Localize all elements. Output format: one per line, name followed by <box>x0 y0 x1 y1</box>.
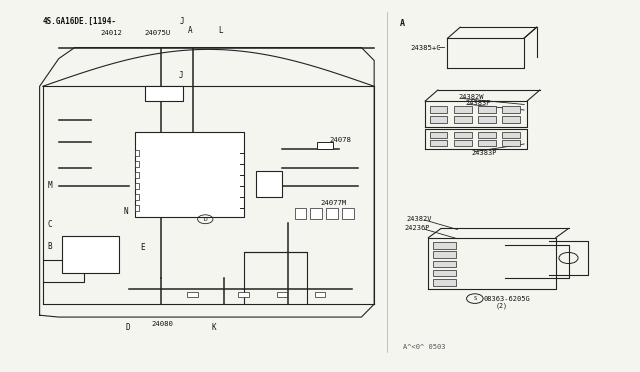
Text: 24383P: 24383P <box>465 100 491 106</box>
Text: 24382W: 24382W <box>459 94 484 100</box>
FancyBboxPatch shape <box>135 132 244 217</box>
Bar <box>502 116 520 123</box>
Bar <box>478 106 496 113</box>
Bar <box>315 292 325 297</box>
Bar <box>433 279 456 286</box>
Text: J: J <box>180 17 184 26</box>
Text: 24077M: 24077M <box>320 200 346 206</box>
Bar <box>188 292 198 297</box>
Text: L: L <box>218 26 223 35</box>
Bar <box>429 140 447 147</box>
Bar <box>454 116 472 123</box>
Text: 24236P: 24236P <box>404 225 430 231</box>
Text: N: N <box>124 206 129 216</box>
Text: 24383P: 24383P <box>472 150 497 156</box>
Bar <box>429 116 447 123</box>
Bar <box>478 116 496 123</box>
Text: F: F <box>134 182 138 190</box>
Bar <box>145 86 183 101</box>
Bar <box>135 161 139 167</box>
Text: H: H <box>269 182 274 190</box>
Text: D: D <box>125 323 131 331</box>
Text: A: A <box>399 19 404 28</box>
Text: 24080: 24080 <box>151 321 173 327</box>
Bar <box>342 208 354 219</box>
Text: A^<0^ 0503: A^<0^ 0503 <box>403 344 445 350</box>
Bar <box>135 150 139 156</box>
Bar <box>326 208 338 219</box>
Bar <box>310 208 322 219</box>
Text: 24012: 24012 <box>100 30 122 36</box>
Bar <box>135 172 139 178</box>
Text: G: G <box>204 209 209 218</box>
Bar <box>239 292 248 297</box>
Bar <box>429 132 447 138</box>
Bar <box>502 106 520 113</box>
Text: 4S.GA16DE.[1194-: 4S.GA16DE.[1194- <box>43 17 117 26</box>
Text: 24385+C: 24385+C <box>410 45 441 51</box>
Text: D: D <box>204 217 207 222</box>
Bar <box>478 140 496 147</box>
Bar <box>454 106 472 113</box>
Text: A: A <box>188 26 192 35</box>
Text: 24078: 24078 <box>330 137 351 143</box>
Bar <box>433 260 456 267</box>
Bar <box>433 251 456 258</box>
Bar <box>256 171 282 197</box>
Bar <box>135 183 139 189</box>
Text: M: M <box>47 182 52 190</box>
Bar <box>454 132 472 138</box>
Bar <box>294 208 306 219</box>
Text: S: S <box>473 296 476 301</box>
Bar <box>429 106 447 113</box>
FancyBboxPatch shape <box>62 236 119 273</box>
Text: K: K <box>212 323 216 331</box>
Bar <box>135 205 139 211</box>
Bar <box>454 140 472 147</box>
Bar <box>317 142 333 149</box>
Bar <box>276 292 287 297</box>
Bar <box>135 194 139 200</box>
Bar <box>433 270 456 276</box>
Text: B: B <box>47 243 52 251</box>
Bar <box>433 242 456 249</box>
Text: 24075U: 24075U <box>145 30 171 36</box>
Text: E: E <box>140 243 145 252</box>
Bar <box>502 140 520 147</box>
Bar <box>478 132 496 138</box>
Text: (2): (2) <box>495 302 508 308</box>
Text: C: C <box>47 220 52 229</box>
Text: 24382V: 24382V <box>406 216 431 222</box>
Text: 08363-6205G: 08363-6205G <box>484 296 531 302</box>
Text: J: J <box>179 71 183 80</box>
Bar <box>502 132 520 138</box>
